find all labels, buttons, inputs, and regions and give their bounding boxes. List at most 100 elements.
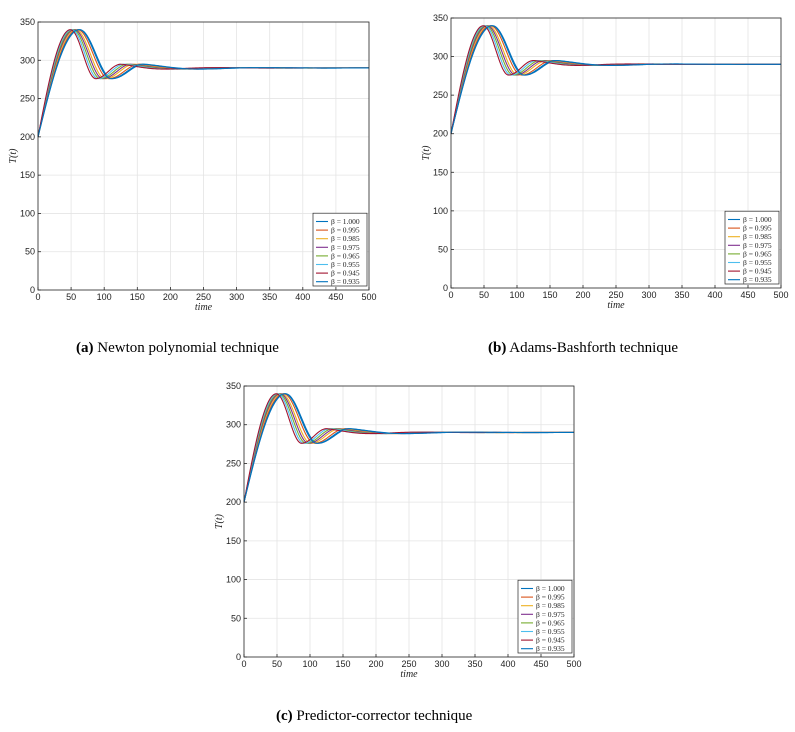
legend-box	[724, 210, 780, 285]
series-line-8	[37, 29, 369, 137]
grid	[450, 17, 782, 289]
x-tick-label: 400	[707, 290, 722, 300]
legend-label-7: β = 0.945	[536, 636, 565, 645]
chart-panel-c: 0 50 100 150 200 250 300 350 400 450 500 0 50 100 150 2…	[200, 375, 595, 690]
legend-label-6: β = 0.955	[331, 260, 360, 269]
x-tick-label: 200	[368, 659, 383, 669]
y-tick-label: 200	[226, 497, 241, 507]
series-line-8	[450, 25, 781, 134]
legend-label-3: β = 0.985	[536, 601, 565, 610]
legend-label-5: β = 0.965	[536, 618, 565, 627]
y-tick-label: 0	[443, 283, 448, 293]
legend-label-3: β = 0.985	[743, 232, 772, 241]
chart-c: 0 50 100 150 200 250 300 350 400 450 500 0 50 100 150 2…	[214, 381, 582, 680]
y-axis-label: T(t)	[421, 145, 432, 161]
y-tick-label: 100	[226, 575, 241, 585]
x-tick-label: 300	[229, 292, 244, 302]
x-tick-label: 450	[740, 290, 755, 300]
chart-b: 0 50 100 150 200 250 300 350 400 450 500 0 50 100 150 2…	[421, 13, 789, 311]
series-group	[37, 29, 369, 137]
x-tick-label: 450	[533, 659, 548, 669]
x-tick-label: 150	[130, 292, 145, 302]
y-tick-label: 150	[226, 536, 241, 546]
y-tick-label: 250	[226, 458, 241, 468]
x-tick-label: 300	[641, 290, 656, 300]
y-tick-label: 100	[20, 208, 35, 218]
y-tick-label: 50	[438, 244, 448, 254]
x-tick-label: 200	[163, 292, 178, 302]
x-tick-label: 500	[361, 292, 376, 302]
x-tick-label: 50	[272, 659, 282, 669]
x-tick-label: 400	[500, 659, 515, 669]
x-tick-label: 0	[241, 659, 246, 669]
x-tick-label: 150	[542, 290, 557, 300]
x-axis-label: time	[607, 300, 625, 311]
x-tick-label: 100	[97, 292, 112, 302]
legend-label-8: β = 0.935	[536, 644, 565, 653]
legend-label-3: β = 0.985	[331, 234, 360, 243]
x-axis-label: time	[195, 302, 213, 313]
caption-a-letter: (a)	[76, 340, 94, 356]
legend-label-2: β = 0.995	[743, 224, 772, 233]
legend-label-1: β = 1.000	[331, 217, 360, 226]
legend-label-5: β = 0.965	[331, 251, 360, 260]
x-tick-label: 350	[674, 290, 689, 300]
series-group	[450, 25, 781, 134]
x-tick-label: 400	[295, 292, 310, 302]
y-tick-label: 0	[236, 652, 241, 662]
x-tick-label: 50	[66, 292, 76, 302]
x-tick-label: 100	[509, 290, 524, 300]
legend-label-1: β = 1.000	[743, 215, 772, 224]
x-tick-label: 150	[335, 659, 350, 669]
x-axis-label: time	[400, 669, 418, 680]
caption-a: (a) Newton polynomial technique	[76, 340, 279, 357]
caption-a-text: Newton polynomial technique	[97, 340, 279, 356]
x-tick-label: 100	[302, 659, 317, 669]
x-tick-label: 450	[328, 292, 343, 302]
x-tick-label: 200	[575, 290, 590, 300]
y-tick-label: 300	[433, 52, 448, 62]
legend-label-5: β = 0.965	[743, 249, 772, 258]
legend-label-6: β = 0.955	[536, 627, 565, 636]
y-tick-label: 50	[25, 247, 35, 257]
y-tick-label: 50	[231, 613, 241, 623]
y-tick-label: 150	[433, 167, 448, 177]
x-tick-label: 0	[448, 290, 453, 300]
y-tick-label: 100	[433, 206, 448, 216]
x-tick-label: 500	[773, 290, 788, 300]
y-axis-label: T(t)	[214, 513, 225, 529]
legend-label-4: β = 0.975	[331, 243, 360, 252]
y-tick-label: 350	[433, 13, 448, 23]
ticks: 0 50 100 150 200 250 300 350 400 450 500 0 50 100 150 2…	[433, 13, 789, 300]
legend-label-4: β = 0.975	[743, 241, 772, 250]
x-tick-label: 300	[434, 659, 449, 669]
chart-a: 0 50 100 150 200 250 300 350 400 450 500 0 50 100 150 2…	[8, 17, 377, 313]
legend-label-7: β = 0.945	[331, 269, 360, 278]
x-tick-label: 0	[35, 292, 40, 302]
caption-c-text: Predictor-corrector technique	[296, 708, 473, 724]
x-tick-label: 250	[401, 659, 416, 669]
legend-box	[517, 579, 573, 654]
y-tick-label: 200	[433, 129, 448, 139]
x-tick-label: 250	[608, 290, 623, 300]
y-axis-label: T(t)	[8, 148, 19, 164]
legend-label-7: β = 0.945	[743, 267, 772, 276]
x-tick-label: 500	[566, 659, 581, 669]
x-tick-label: 350	[262, 292, 277, 302]
caption-c-letter: (c)	[276, 708, 293, 724]
legend-box	[312, 212, 368, 287]
caption-b-text: Adams-Bashforth technique	[509, 340, 678, 356]
y-tick-label: 300	[20, 55, 35, 65]
series-group	[243, 393, 574, 503]
legend-label-1: β = 1.000	[536, 584, 565, 593]
x-tick-label: 250	[196, 292, 211, 302]
series-line-8	[243, 393, 574, 503]
caption-b-letter: (b)	[488, 340, 507, 356]
caption-b: (b) Adams-Bashforth technique	[488, 340, 678, 357]
legend-label-2: β = 0.995	[536, 593, 565, 602]
ticks: 0 50 100 150 200 250 300 350 400 450 500 0 50 100 150 2…	[20, 17, 377, 302]
y-tick-label: 300	[226, 420, 241, 430]
